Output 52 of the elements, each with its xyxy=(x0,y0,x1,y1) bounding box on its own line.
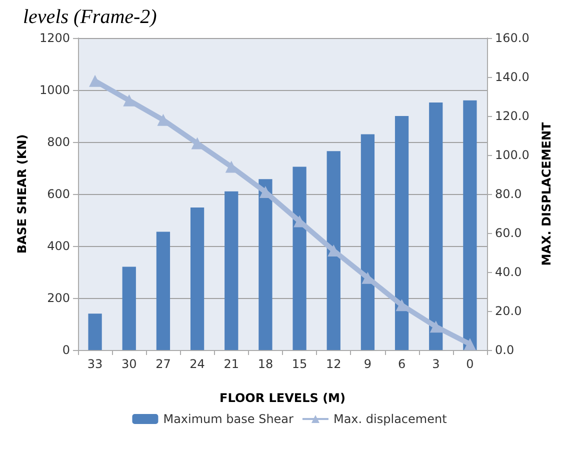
x-tick-label: 24 xyxy=(190,357,205,371)
y2-tick-label: 120.0 xyxy=(495,109,530,123)
y2-tick-label: 80.0 xyxy=(495,187,522,201)
legend-label: Max. displacement xyxy=(333,412,448,426)
bar xyxy=(224,191,238,350)
y2-tick-label: 60.0 xyxy=(495,226,522,240)
point xyxy=(89,74,102,87)
point xyxy=(430,320,442,333)
point xyxy=(123,94,136,106)
x-tick-label: 0 xyxy=(466,357,474,371)
bar xyxy=(429,102,443,350)
bar xyxy=(88,314,102,350)
x-tick-label: 12 xyxy=(326,357,342,371)
y-tick-label: 0 xyxy=(62,343,70,357)
y-tick-label: 200 xyxy=(47,291,70,305)
y2-tick-label: 0.0 xyxy=(495,343,514,357)
bar xyxy=(394,116,409,350)
bar xyxy=(122,266,136,350)
x-tick-label: 27 xyxy=(156,357,171,371)
y2-tick-label: 140.0 xyxy=(495,70,530,84)
x-tick-label: 15 xyxy=(292,357,308,371)
x-tick-label: 30 xyxy=(121,357,137,371)
y-tick-label: 800 xyxy=(47,135,70,149)
y-tick-label: 600 xyxy=(47,187,70,201)
x-tick-label: 6 xyxy=(398,357,406,371)
y-tick-label: 400 xyxy=(47,239,70,253)
y2-tick-label: 160.0 xyxy=(495,31,530,45)
x-tick-label: 3 xyxy=(432,357,440,371)
y2-axis-title: MAX. DISPLACEMENT xyxy=(539,121,554,266)
bar xyxy=(360,134,375,350)
x-tick-label: 18 xyxy=(258,357,274,371)
bar xyxy=(326,151,340,350)
point xyxy=(464,338,476,350)
y2-tick-label: 100.0 xyxy=(495,148,530,162)
bar xyxy=(156,232,170,350)
x-axis-title: FLOOR LEVELS (M) xyxy=(220,391,346,405)
y2-tick-label: 20.0 xyxy=(495,304,522,318)
bar xyxy=(463,100,477,350)
x-tick-label: 21 xyxy=(224,357,240,371)
x-tick-label: 33 xyxy=(87,357,103,371)
y-tick-label: 1200 xyxy=(39,31,70,45)
point xyxy=(396,299,408,312)
legend-label: Maximum base Shear xyxy=(163,412,294,426)
bar xyxy=(190,208,204,350)
y-tick-label: 1000 xyxy=(39,83,70,97)
chart-title: levels (Frame-2) xyxy=(23,6,158,28)
bar xyxy=(258,179,272,350)
y2-tick-label: 40.0 xyxy=(495,265,522,279)
bar xyxy=(292,166,306,350)
y-axis-title: BASE SHEAR (KN) xyxy=(15,134,29,254)
point xyxy=(191,137,204,150)
x-tick-label: 9 xyxy=(364,357,372,371)
